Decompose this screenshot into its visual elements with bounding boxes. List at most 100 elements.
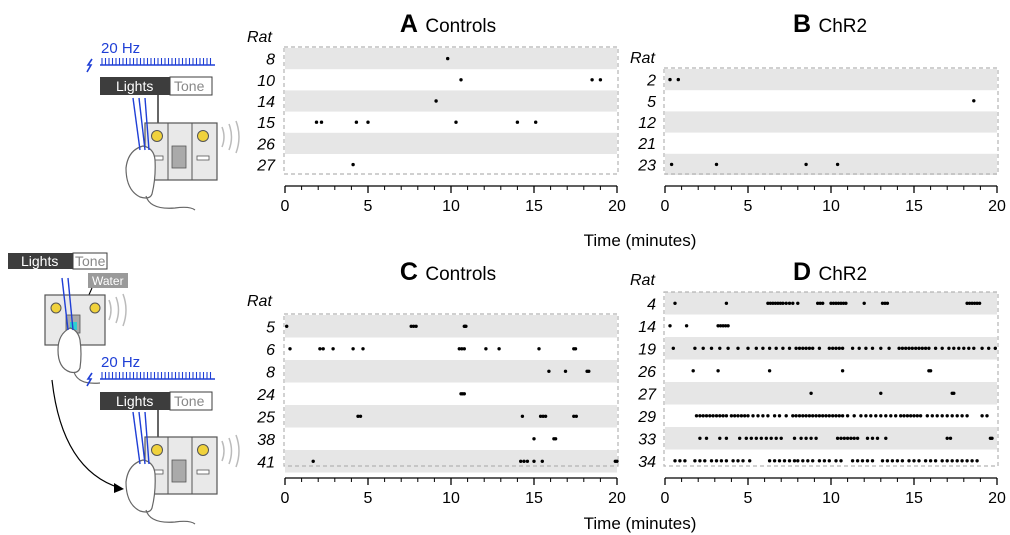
event-point <box>870 436 875 440</box>
event-point <box>781 301 785 305</box>
event-point <box>835 162 840 167</box>
event-point <box>791 301 795 305</box>
row-band <box>285 450 617 473</box>
event-point <box>910 346 914 350</box>
event-point <box>822 459 827 463</box>
event-point <box>814 414 818 418</box>
plot-frame <box>663 67 999 175</box>
event-point <box>749 436 753 440</box>
event-point <box>912 459 916 463</box>
event-point <box>902 414 906 418</box>
event-point <box>850 346 855 350</box>
rat-axis-header: Rat <box>247 293 272 310</box>
event-point <box>967 301 972 305</box>
event-point <box>967 346 971 350</box>
event-point <box>865 459 870 463</box>
event-point <box>409 324 413 328</box>
event-point <box>724 459 729 463</box>
laser-pulse-train <box>86 58 215 73</box>
event-point <box>880 459 885 463</box>
event-point <box>965 459 969 463</box>
event-point <box>990 436 994 440</box>
raster-panel-c: 5 6 8 24 25 38 41 0 5 10 15 20 <box>256 313 626 507</box>
lights-label: Lights <box>116 78 153 94</box>
event-point <box>817 459 822 463</box>
rat-label: 33 <box>638 431 656 448</box>
event-point <box>361 347 365 351</box>
event-point <box>904 346 908 350</box>
lights-label: Lights <box>21 253 58 269</box>
event-point <box>950 414 954 418</box>
event-point <box>865 436 870 440</box>
row-band <box>285 48 617 70</box>
row-band <box>665 111 997 133</box>
event-point <box>724 414 729 418</box>
event-point <box>962 346 966 350</box>
event-point <box>827 346 831 350</box>
event-point <box>773 301 778 305</box>
event-point <box>831 414 835 418</box>
event-point <box>909 414 913 418</box>
event-point <box>772 459 777 463</box>
event-point <box>739 414 744 418</box>
event-point <box>794 346 798 350</box>
rat-axis-header: Rat <box>247 29 272 46</box>
event-point <box>952 346 956 350</box>
event-point <box>777 459 782 463</box>
event-point <box>933 459 938 463</box>
event-point <box>358 414 363 418</box>
tone-label: Tone <box>75 253 106 269</box>
event-point <box>836 301 841 305</box>
row-band <box>665 337 997 360</box>
event-point <box>794 414 798 418</box>
event-point <box>839 301 843 305</box>
event-point <box>787 346 792 350</box>
event-point <box>840 414 845 418</box>
row-band <box>285 360 617 383</box>
event-point <box>947 346 951 350</box>
rat-label: 4 <box>647 296 656 313</box>
event-point <box>875 436 880 440</box>
event-point <box>797 346 802 350</box>
rat-label: 5 <box>266 319 275 336</box>
event-point <box>955 414 959 418</box>
event-point <box>874 414 878 418</box>
event-point <box>818 301 822 305</box>
event-point <box>809 436 813 440</box>
tone-block <box>169 76 213 96</box>
event-point <box>709 346 714 350</box>
event-point <box>852 436 856 440</box>
rat-label: 15 <box>257 115 275 132</box>
event-point <box>811 346 815 350</box>
rat-icon <box>125 97 196 211</box>
event-point <box>940 346 944 350</box>
event-point <box>774 436 778 440</box>
rat-label: 26 <box>637 364 656 381</box>
panel-letter: D <box>793 258 811 286</box>
event-point <box>553 437 558 441</box>
event-point <box>751 414 755 418</box>
x-tick-label: 20 <box>608 490 626 507</box>
x-axis-label: Time (minutes) <box>584 231 697 250</box>
event-point <box>671 346 675 350</box>
water-port-icon <box>70 322 77 330</box>
event-point <box>698 459 702 463</box>
event-point <box>484 347 488 351</box>
x-tick-label: 0 <box>661 198 670 215</box>
event-point <box>885 459 890 463</box>
rat-label: 19 <box>638 341 656 358</box>
event-point <box>917 459 921 463</box>
event-point <box>890 459 895 463</box>
event-point <box>525 459 530 463</box>
event-point <box>434 99 438 103</box>
event-point <box>716 369 720 373</box>
rat-label: 8 <box>266 364 275 381</box>
event-point <box>884 414 888 418</box>
event-point <box>887 346 891 350</box>
event-point <box>356 414 360 418</box>
event-point <box>807 414 812 418</box>
event-point <box>914 346 918 350</box>
event-point <box>905 414 910 418</box>
event-point <box>796 459 800 463</box>
